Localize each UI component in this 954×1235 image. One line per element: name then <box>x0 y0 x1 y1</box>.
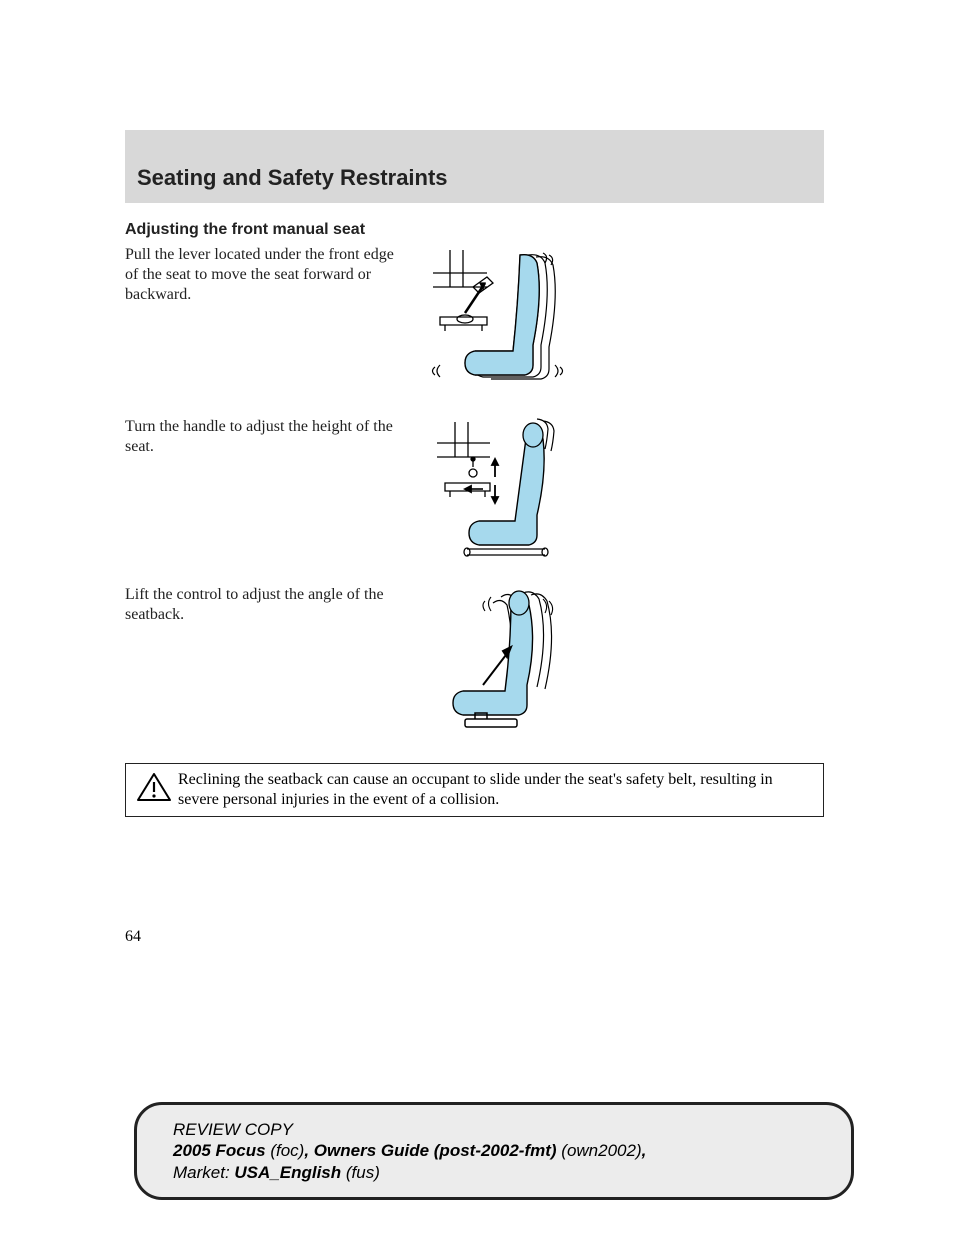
section-header: Seating and Safety Restraints <box>125 130 824 203</box>
footer-line1: REVIEW COPY <box>173 1119 851 1140</box>
page-number: 64 <box>125 928 141 946</box>
instruction-row-3: Lift the control to adjust the angle of … <box>125 585 824 745</box>
instruction-row-2: Turn the handle to adjust the height of … <box>125 417 824 577</box>
instruction-text-3: Lift the control to adjust the angle of … <box>125 585 405 625</box>
warning-box: Reclining the seatback can cause an occu… <box>125 763 824 817</box>
subheading: Adjusting the front manual seat <box>125 221 824 239</box>
footer-line2: 2005 Focus (foc), Owners Guide (post-200… <box>173 1140 851 1161</box>
page-content: Seating and Safety Restraints Adjusting … <box>0 0 954 817</box>
instruction-text-2: Turn the handle to adjust the height of … <box>125 417 405 457</box>
footer-box: REVIEW COPY 2005 Focus (foc), Owners Gui… <box>134 1102 854 1200</box>
warning-icon <box>136 772 172 802</box>
seat-forward-backward-illustration <box>415 245 590 405</box>
warning-text: Reclining the seatback can cause an occu… <box>178 771 773 808</box>
instruction-row-1: Pull the lever located under the front e… <box>125 245 824 405</box>
instruction-text-1: Pull the lever located under the front e… <box>125 245 405 305</box>
seat-recline-illustration <box>415 585 590 745</box>
seat-height-illustration <box>415 417 590 577</box>
section-title: Seating and Safety Restraints <box>137 165 812 191</box>
footer-line3: Market: USA_English (fus) <box>173 1162 851 1183</box>
